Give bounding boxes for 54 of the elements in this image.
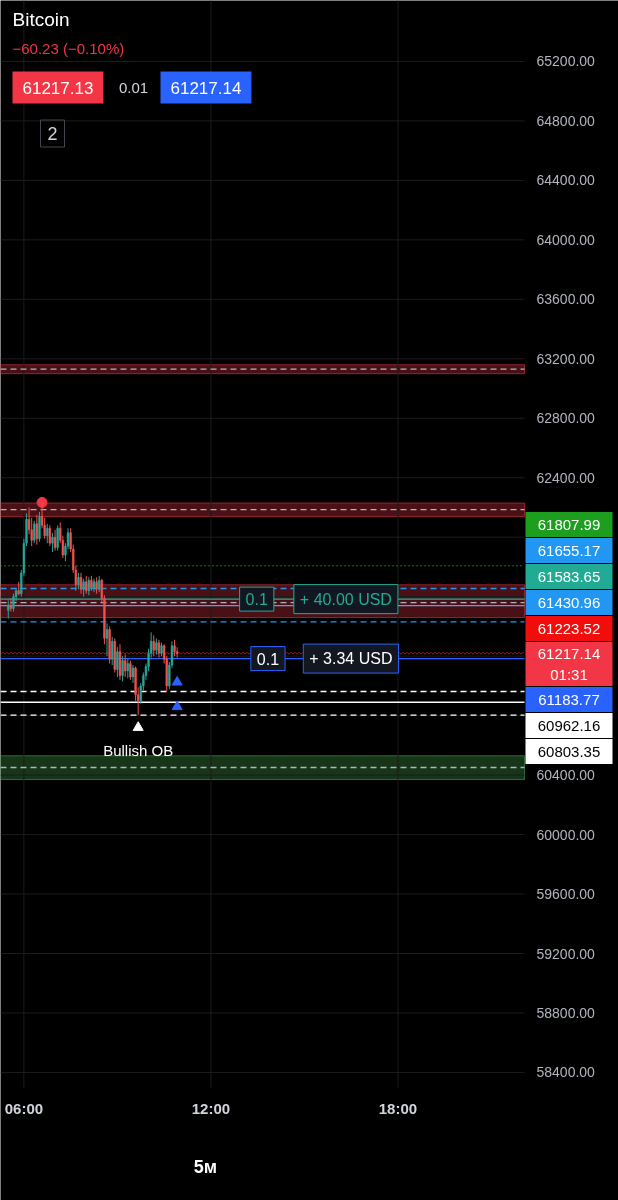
candlestick [116,646,119,678]
ref-line-label: 61217.14 01:31 [537,644,601,684]
candlestick [118,643,122,681]
annotation: 0.01 [118,78,149,96]
y-tick-label: 58800.00 [536,1004,596,1021]
candlestick [38,511,41,543]
candlestick [33,520,36,544]
ref-line-label: 60962.16 [537,716,601,734]
annotation: 61217.13 [22,78,94,98]
point [132,721,144,731]
ref-line-label: 61183.77 [538,690,600,708]
y-tick-label: 64000.00 [536,231,596,248]
y-tick-label: 58400.00 [536,1064,596,1081]
annotation: + 40.00 USD [299,590,392,608]
y-tick-label: 64400.00 [536,172,596,189]
y-tick-label: 59600.00 [536,886,596,903]
candlestick [105,622,109,657]
y-tick-label: 64800.00 [536,112,596,129]
candlestick [53,529,57,552]
y-tick-label: 60000.00 [536,826,596,843]
ref-line-label: 60803.35 [537,742,601,760]
x-tick-label: 18:00 [378,1100,418,1117]
ref-line-label: 61430.96 [537,593,601,611]
candlestick [129,660,132,681]
annotation: 61217.14 [170,78,242,98]
annotation: 0.1 [245,591,268,609]
y-tick-label: 62800.00 [536,410,596,427]
point [171,675,183,686]
y-tick-label: 63600.00 [536,291,596,308]
x-tick-label: 12:00 [191,1100,231,1117]
annotation: Bullish OB [103,741,174,759]
text: −60.23 (−0.10%) [12,40,125,57]
chart-title: Bitcoin [12,9,70,30]
point [171,700,183,711]
candlestick [35,514,39,546]
ref-line-label: 61807.99 [537,515,601,533]
y-tick-label: 62400.00 [536,469,596,486]
candlestick [51,532,54,553]
ref-line-label: 61655.17 [537,541,601,559]
x-tick-label: 06:00 [4,1100,44,1117]
candlestick [124,654,127,678]
ref-line-label: 61223.52 [537,619,601,637]
ref-line-label: 61583.65 [537,567,601,585]
y-tick-label: 65200.00 [536,53,596,70]
candlestick [126,658,129,679]
annotation: + 3.34 USD [309,650,393,668]
y-tick-label: 59200.00 [536,945,596,962]
annotation: 0.1 [256,650,280,668]
text: 5м [193,1156,218,1177]
y-tick-label: 63200.00 [536,350,596,367]
candlestick [56,524,59,552]
annotation: 2 [47,124,58,144]
candlestick [111,636,114,666]
y-tick-label: 60400.00 [536,767,596,784]
